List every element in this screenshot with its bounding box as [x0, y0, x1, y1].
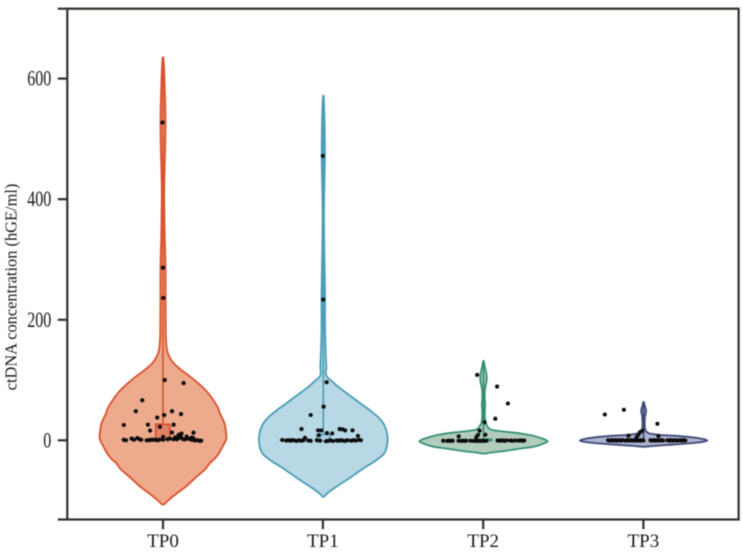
- svg-text:600: 600: [27, 67, 51, 91]
- svg-text:TP0: TP0: [147, 531, 179, 552]
- svg-text:400: 400: [27, 188, 51, 212]
- svg-text:TP2: TP2: [467, 531, 499, 552]
- svg-text:200: 200: [27, 309, 51, 333]
- svg-text:TP3: TP3: [628, 531, 660, 552]
- svg-text:ctDNA concentration (hGE/ml): ctDNA concentration (hGE/ml): [1, 184, 20, 391]
- svg-text:TP1: TP1: [307, 531, 339, 552]
- svg-text:0: 0: [43, 429, 51, 453]
